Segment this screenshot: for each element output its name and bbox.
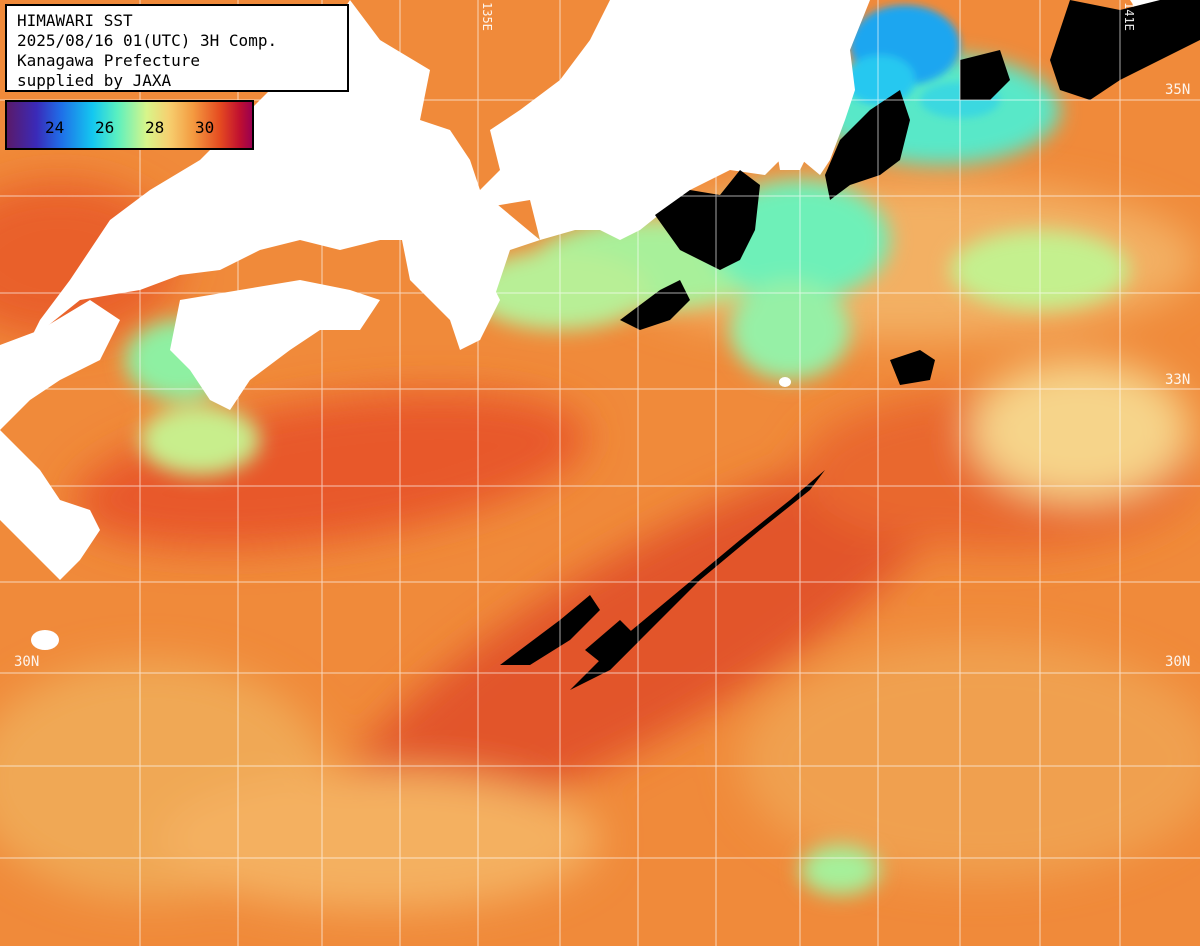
title-box: HIMAWARI SST 2025/08/16 01(UTC) 3H Comp.… — [5, 4, 349, 92]
legend-tick-24: 24 — [45, 118, 65, 137]
temperature-legend: 24 26 28 30 — [5, 100, 254, 150]
lat-label-33-right: 33N — [1165, 372, 1191, 388]
legend-tick-30: 30 — [195, 118, 215, 137]
title-line-credit: supplied by JAXA — [17, 71, 172, 90]
lat-label-30-left: 30N — [14, 654, 40, 670]
legend-tick-26: 26 — [95, 118, 115, 137]
lon-label-top-right: 141E — [1122, 2, 1136, 31]
title-line-org: Kanagawa Prefecture — [17, 51, 201, 70]
title-line-product: HIMAWARI SST — [17, 11, 133, 30]
no-data-cloud — [500, 0, 1200, 690]
lat-label-30-right: 30N — [1165, 654, 1191, 670]
lat-label-33-left: 33 — [12, 372, 29, 388]
legend-tick-28: 28 — [145, 118, 165, 137]
title-line-datetime: 2025/08/16 01(UTC) 3H Comp. — [17, 31, 278, 50]
lon-label-top-left: 135E — [480, 2, 494, 31]
lat-label-35-right: 35N — [1165, 82, 1191, 98]
